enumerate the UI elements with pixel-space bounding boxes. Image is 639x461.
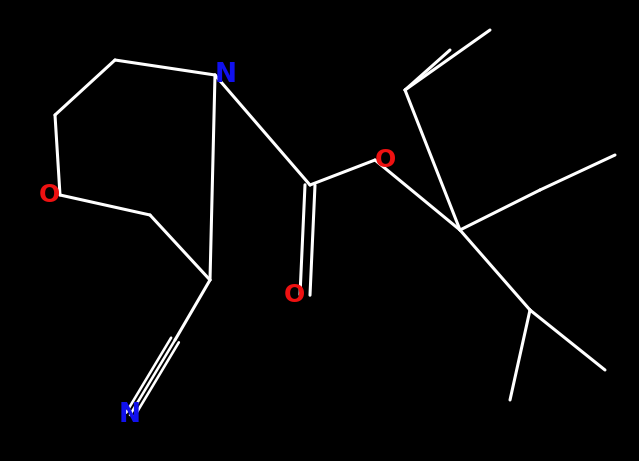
- Text: O: O: [284, 283, 305, 307]
- Text: N: N: [215, 62, 237, 88]
- Text: O: O: [375, 148, 396, 172]
- Text: O: O: [39, 183, 60, 207]
- Text: N: N: [119, 402, 141, 428]
